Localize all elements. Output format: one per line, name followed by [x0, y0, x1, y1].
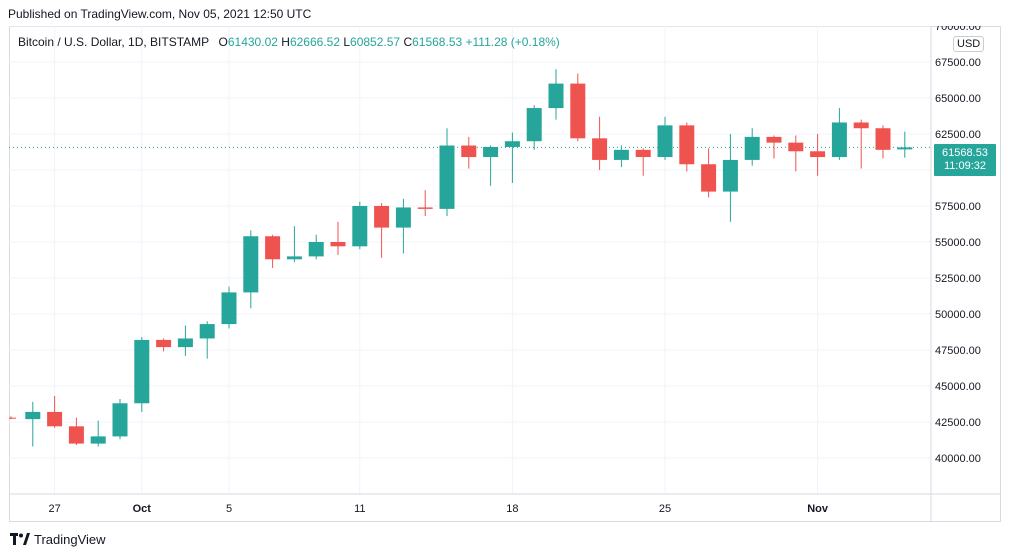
candle-body	[221, 292, 237, 325]
y-tick-label: 57500.00	[935, 201, 981, 213]
candle-body	[25, 411, 41, 420]
candle-body	[308, 242, 324, 257]
last-price-value: 61568.53	[942, 147, 988, 159]
candle-body	[810, 151, 826, 158]
y-tick-label: 42500.00	[935, 417, 981, 429]
candle-body	[286, 256, 302, 260]
y-tick-label: 50000.00	[935, 309, 981, 321]
y-tick-label: 52500.00	[935, 273, 981, 285]
candle-body	[90, 436, 106, 444]
y-tick-label: 67500.00	[935, 57, 981, 69]
candle-body	[395, 207, 411, 228]
candle-body	[330, 242, 346, 247]
candle-body	[461, 145, 477, 158]
legend-high-label: H	[281, 35, 290, 49]
y-tick-label: 65000.00	[935, 93, 981, 105]
candle-body	[853, 122, 869, 129]
legend-high-value: 62666.52	[289, 35, 340, 49]
candle-body	[548, 83, 564, 109]
y-tick-label: 47500.00	[935, 345, 981, 357]
candle-body	[657, 125, 673, 158]
candle-body	[592, 138, 608, 160]
x-tick-label: 18	[506, 503, 518, 515]
x-tick-label: 11	[354, 503, 365, 515]
legend-low-label: L	[343, 35, 351, 49]
legend-change: +111.28 (+0.18%)	[465, 35, 560, 49]
legend-symbol: Bitcoin / U.S. Dollar, 1D, BITSTAMP	[18, 35, 210, 49]
footer-brand-name: TradingView	[34, 532, 106, 547]
last-price-tag: 61568.53 11:09:32	[934, 144, 996, 176]
ohlc-legend: Bitcoin / U.S. Dollar, 1D, BITSTAMP O614…	[18, 35, 560, 49]
candle-body	[156, 339, 172, 348]
candle-body	[875, 128, 891, 150]
candle-body	[897, 147, 913, 150]
candle-body	[766, 136, 782, 143]
x-tick-label: 5	[226, 503, 232, 515]
x-tick-label: Oct	[133, 503, 152, 515]
x-tick-label: 27	[48, 503, 60, 515]
candle-body	[788, 142, 804, 152]
candle-body	[483, 146, 499, 158]
x-tick-label: 25	[659, 503, 671, 515]
candle-body	[9, 417, 16, 419]
candle-body	[701, 164, 717, 192]
legend-open-label: O	[218, 35, 228, 49]
candle-body	[134, 339, 150, 404]
candle-body	[199, 324, 215, 339]
candle-body	[68, 426, 84, 444]
y-tick-label: 45000.00	[935, 381, 981, 393]
candle-body	[439, 145, 455, 209]
y-tick-label: 55000.00	[935, 237, 981, 249]
candle-body	[177, 338, 193, 348]
legend-close-value: 61568.53	[412, 35, 463, 49]
candle-body	[744, 136, 760, 160]
candle-body	[526, 108, 542, 142]
candle-body	[47, 411, 63, 427]
candle-body	[831, 122, 847, 158]
candle-body	[352, 206, 368, 247]
candle-body	[635, 149, 651, 158]
candle-body	[243, 236, 259, 293]
y-tick-label: 70000.00	[935, 26, 981, 33]
candle-body	[613, 149, 629, 160]
footer-branding[interactable]: TradingView	[10, 532, 106, 547]
candle-body	[570, 83, 586, 139]
candle-body	[374, 206, 390, 228]
bar-countdown: 11:09:32	[943, 160, 986, 172]
candle-body	[722, 159, 738, 192]
candle-body	[679, 125, 695, 165]
legend-low-value: 60852.57	[350, 35, 401, 49]
legend-close-label: C	[403, 35, 413, 49]
currency-button[interactable]: USD	[953, 36, 985, 52]
candle-body	[112, 403, 128, 437]
x-tick-label: Nov	[807, 503, 829, 515]
candle-body	[265, 236, 281, 260]
candlestick-chart[interactable]: 70000.0067500.0065000.0062500.0060000.00…	[9, 26, 1001, 522]
published-caption: Published on TradingView.com, Nov 05, 20…	[8, 7, 312, 21]
tradingview-logo-icon	[10, 532, 30, 545]
y-tick-label: 40000.00	[935, 453, 981, 465]
candle-body	[417, 207, 433, 209]
candle-body	[504, 141, 520, 147]
y-tick-label: 62500.00	[935, 129, 981, 141]
legend-open-value: 61430.02	[227, 35, 278, 49]
